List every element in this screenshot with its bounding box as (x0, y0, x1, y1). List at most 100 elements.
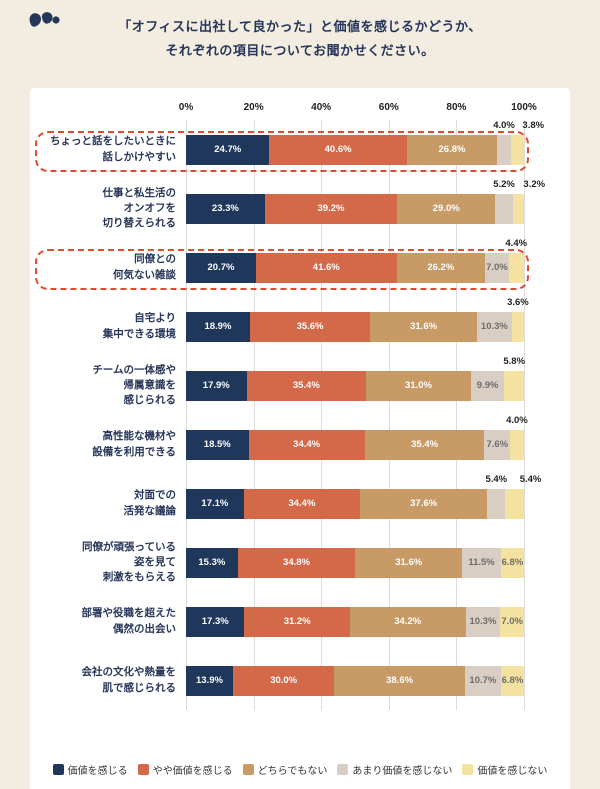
stacked-bar: 13.9% 30.0% 38.6% 10.7% 6.8% (186, 665, 524, 696)
segment-value: 34.4% (293, 439, 321, 450)
chart-row: 同僚との 何気ない雑談 4.4% 20.7% 41.6% 26.2% 7.0% (35, 238, 529, 297)
bar-segment: 6.8% (500, 665, 524, 696)
segment-value: 7.0% (501, 616, 523, 627)
chart-row: 高性能な機材や 設備を利用できる 4.0% 18.5% 34.4% 35.4% 7.6% (44, 415, 528, 474)
bar-segment: 7.0% (485, 252, 509, 283)
row-label: 部署や役職を超えた 偶然の出会い (81, 607, 177, 635)
gridline (253, 120, 255, 710)
stacked-bar: 18.9% 35.6% 31.6% 10.3% (186, 311, 524, 342)
bar-segment: 34.4% (243, 488, 361, 519)
legend-label: やや価値を感じる (152, 766, 233, 777)
bar-segment: 38.6% (334, 665, 465, 696)
gridline (524, 120, 525, 710)
segment-value-outside: 4.0% (506, 415, 528, 426)
segment-value-outside: 3.8% (522, 120, 545, 131)
legend-item: 価値を感じる (52, 762, 128, 777)
chart-card: 0% 20% 40% 60% 80% 100% ちょっと話をしたいときに 話しかけやすい 4… (30, 88, 570, 789)
bar-segment (495, 193, 513, 224)
legend-item: どちらでもない (242, 762, 328, 777)
stacked-bar: 17.3% 31.2% 34.2% 10.3% 7.0% (186, 606, 524, 637)
segment-value: 35.4% (292, 380, 320, 391)
bar-segment (511, 311, 524, 342)
segment-value: 37.6% (410, 498, 438, 509)
stacked-bar: 17.9% 35.4% 31.0% 9.9% (186, 370, 524, 401)
bar-segment: 31.0% (366, 370, 471, 401)
bar-segment: 18.5% (186, 429, 249, 460)
bar-segment (508, 252, 524, 283)
legend-swatch (52, 764, 64, 775)
segment-value-outside: 5.4% (519, 474, 542, 485)
segment-value-outside: 3.2% (523, 179, 546, 190)
segment-value: 17.9% (202, 380, 230, 391)
bar-area: 13.9% 30.0% 38.6% 10.7% 6.8% (186, 651, 524, 710)
row-label: チームの一体感や 帰属意識を 感じられる (92, 363, 176, 407)
segment-value: 18.5% (203, 439, 231, 450)
segment-value: 38.6% (386, 675, 414, 686)
bar-segment (505, 488, 524, 519)
chart-row: 同僚が頑張っている 姿を見て 刺激をもらえる 15.3% 34.8% 31.6% 11.… (44, 533, 524, 592)
chart-row: 仕事と私生活の オンオフを 切り替えられる 5.2% 3.2% 23.3% 39.2% 2… (44, 179, 546, 238)
bar-segment: 13.9% (186, 665, 233, 696)
stacked-bar: 15.3% 34.8% 31.6% 11.5% 6.8% (186, 547, 524, 578)
bar-segment (497, 134, 511, 165)
bar-segment: 26.2% (396, 252, 486, 283)
chart-row: 部署や役職を超えた 偶然の出会い 17.3% 31.2% 34.2% 10.3% 7.0% (44, 592, 524, 651)
legend-label: どちらでもない (257, 766, 328, 777)
bar-segment (510, 134, 524, 165)
bar-segment: 15.3% (186, 547, 238, 578)
segment-value: 34.8% (283, 557, 310, 568)
stacked-bar: 18.5% 34.4% 35.4% 7.6% (186, 429, 524, 460)
segment-value: 23.3% (211, 203, 239, 214)
row-label: ちょっと話をしたいときに 話しかけやすい (50, 135, 176, 163)
gridline (388, 120, 390, 710)
x-axis-tick: 0% (178, 102, 194, 113)
bar-segment: 24.7% (186, 134, 270, 165)
segment-value: 7.6% (486, 439, 509, 450)
bar-segment: 9.9% (470, 370, 505, 401)
bar-area: 4.0% 18.5% 34.4% 35.4% 7.6% (186, 415, 528, 474)
bar-segment: 10.3% (465, 606, 501, 637)
segment-value-outside: 5.4% (485, 474, 508, 485)
bar-area: 4.4% 20.7% 41.6% 26.2% 7.0% (186, 238, 527, 297)
segment-value: 24.7% (214, 144, 242, 155)
segment-value: 7.0% (486, 262, 508, 273)
segment-value: 31.6% (410, 321, 438, 332)
segment-value: 35.6% (296, 321, 324, 332)
bar-area: 3.6% 18.9% 35.6% 31.6% 10.3% (186, 297, 529, 356)
bar-area: 5.2% 3.2% 23.3% 39.2% 29.0% (186, 179, 545, 238)
stacked-bar: 20.7% 41.6% 26.2% 7.0% (186, 252, 524, 283)
title-line-2: それぞれの項目についてお聞かせください。 (165, 43, 435, 59)
segment-value: 41.6% (312, 262, 340, 273)
segment-value: 20.7% (207, 262, 235, 273)
segment-value-outside: 5.8% (503, 356, 526, 367)
row-label: 会社の文化や熱量を 肌で感じられる (81, 666, 177, 694)
bar-area: 5.4% 5.4% 17.1% 34.4% 37.6% (186, 474, 541, 533)
segment-value: 35.4% (411, 439, 439, 450)
bar-area: 17.3% 31.2% 34.2% 10.3% 7.0% (186, 592, 524, 651)
page-title: 「オフィスに出社して良かった」と価値を感じるかどうか、 それぞれの項目についてお… (0, 0, 600, 63)
chart-row: ちょっと話をしたいときに 話しかけやすい 4.0% 3.8% 24.7% 40.6% 26… (35, 120, 544, 179)
logo-icon (26, 11, 62, 41)
segment-value: 26.8% (438, 144, 466, 155)
x-axis-tick: 100% (511, 102, 537, 113)
bar-segment: 17.1% (186, 488, 244, 519)
segment-value: 26.2% (427, 262, 455, 273)
segment-value: 17.1% (201, 498, 229, 509)
legend-label: 価値を感じる (67, 766, 128, 777)
bar-segment: 37.6% (360, 488, 488, 519)
segment-value: 15.3% (198, 557, 226, 568)
x-axis-tick: 20% (243, 102, 264, 113)
segment-value: 9.9% (476, 380, 499, 391)
bar-segment (510, 429, 524, 460)
legend-item: やや価値を感じる (137, 762, 233, 777)
x-axis-tick: 80% (446, 102, 467, 113)
stacked-bar-chart: 0% 20% 40% 60% 80% 100% ちょっと話をしたいときに 話しかけやすい 4… (30, 88, 570, 710)
stacked-bar: 24.7% 40.6% 26.8% (186, 134, 524, 165)
bar-area: 15.3% 34.8% 31.6% 11.5% 6.8% (186, 533, 524, 592)
gridline (186, 120, 187, 710)
legend-swatch (337, 764, 349, 775)
legend-swatch (137, 764, 149, 775)
row-label: 高性能な機材や 設備を利用できる (92, 430, 176, 458)
segment-value: 31.6% (395, 557, 423, 568)
